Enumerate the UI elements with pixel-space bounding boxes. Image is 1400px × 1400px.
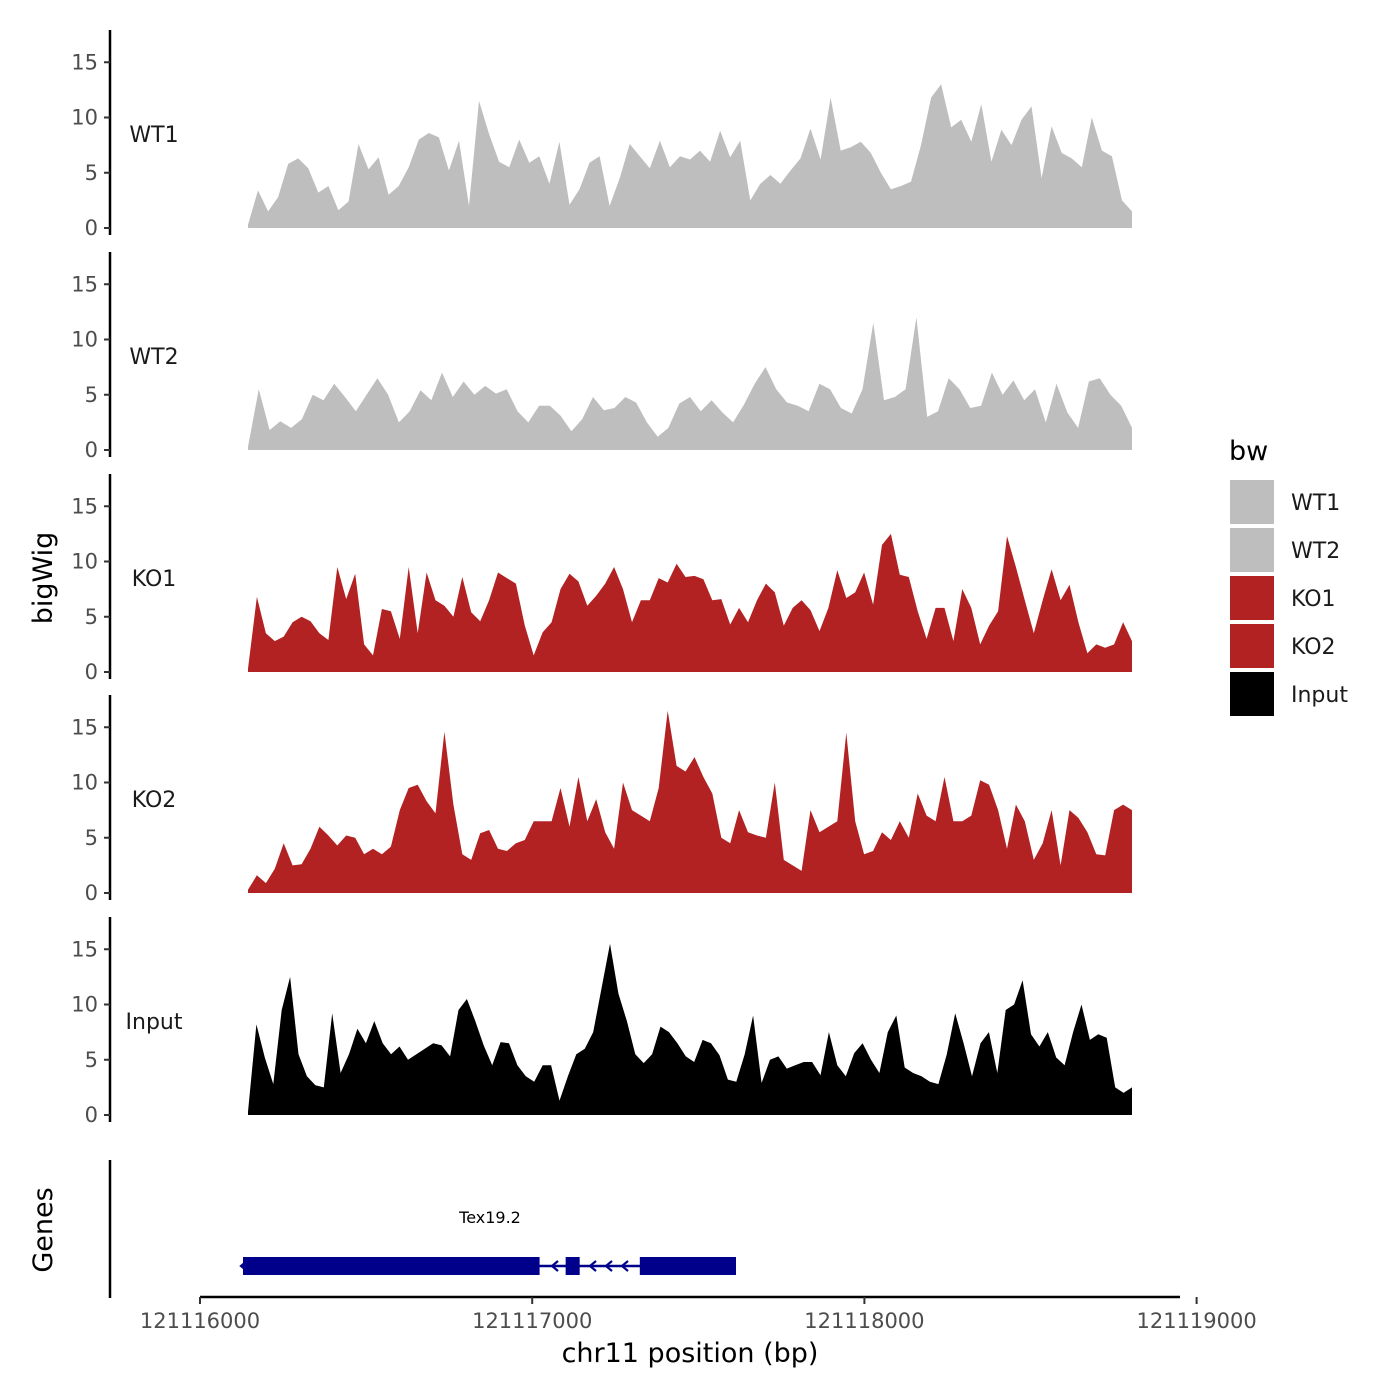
gene-exon-2 [639,1257,736,1275]
signal-area-wt2 [248,317,1132,450]
x-axis-title: chr11 position (bp) [562,1338,819,1369]
track-label-wt2: WT2 [129,345,178,370]
gene-strand-arrow-1 [588,1260,597,1272]
gene-label: Tex19.2 [458,1208,521,1227]
legend-swatch-ko2 [1230,624,1274,668]
legend-title: bw [1229,436,1268,467]
legend-label-input: Input [1291,683,1348,708]
legend-label-ko2: KO2 [1291,635,1336,660]
y-axis-title: bigWig [28,532,59,625]
y-tick-label: 15 [71,494,98,518]
track-label-ko2: KO2 [132,788,177,813]
y-tick-label: 15 [71,272,98,296]
y-tick-label: 5 [85,605,98,629]
gene-strand-arrow-3 [620,1260,629,1272]
gene-strand-arrow-0 [550,1260,559,1272]
genes-panel-title: Genes [28,1187,59,1272]
y-tick-label: 15 [71,715,98,739]
x-tick-label: 121118000 [804,1309,924,1333]
x-tick-label: 121116000 [140,1309,260,1333]
legend-swatch-wt2 [1230,528,1274,572]
track-label-wt1: WT1 [129,123,178,148]
y-tick-label: 15 [71,50,98,74]
x-tick-label: 121117000 [472,1309,592,1333]
y-tick-label: 0 [85,1103,98,1127]
legend-label-wt1: WT1 [1291,491,1340,516]
gene-end-arrow [239,1260,248,1272]
track-label-ko1: KO1 [132,567,177,592]
signal-area-ko1 [248,533,1132,672]
signal-area-input [248,943,1132,1115]
legend-label-wt2: WT2 [1291,539,1340,564]
legend-label-ko1: KO1 [1291,587,1336,612]
y-tick-label: 15 [71,937,98,961]
track-label-input: Input [126,1010,183,1035]
y-tick-label: 10 [71,328,98,352]
y-tick-label: 10 [71,106,98,130]
y-tick-label: 0 [85,881,98,905]
y-tick-label: 10 [71,550,98,574]
x-tick-label: 121119000 [1136,1309,1256,1333]
y-tick-label: 0 [85,216,98,240]
gene-exon-0 [243,1257,540,1275]
y-tick-label: 0 [85,438,98,462]
gene-exon-1 [565,1257,580,1275]
legend-swatch-wt1 [1230,480,1274,524]
y-tick-label: 5 [85,826,98,850]
signal-area-wt1 [248,84,1132,228]
signal-area-ko2 [248,710,1132,893]
legend-swatch-input [1230,672,1274,716]
y-tick-label: 5 [85,161,98,185]
y-tick-label: 5 [85,383,98,407]
y-tick-label: 10 [71,993,98,1017]
gene-strand-arrow-2 [604,1260,613,1272]
y-tick-label: 5 [85,1048,98,1072]
legend-swatch-ko1 [1230,576,1274,620]
y-tick-label: 0 [85,660,98,684]
y-tick-label: 10 [71,771,98,795]
